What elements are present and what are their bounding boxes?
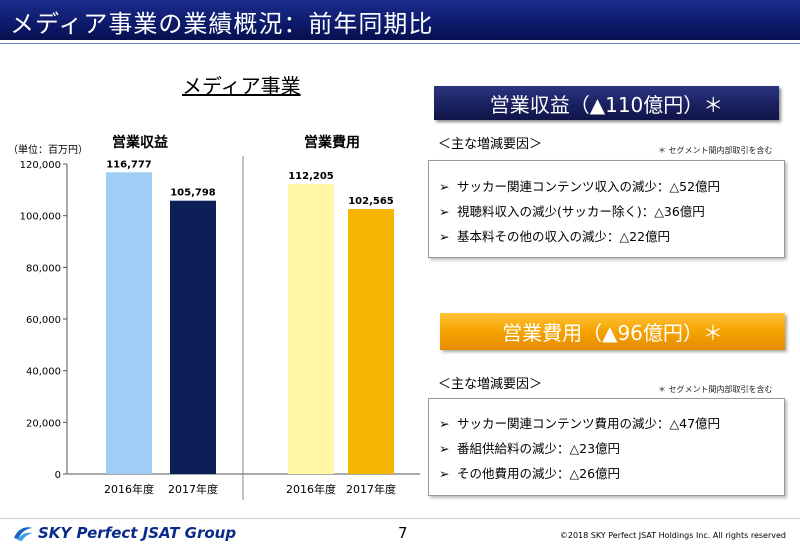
expense-note: ＊ セグメント間内部取引を含む <box>658 385 773 394</box>
expense-factors-box: ➢ サッカー関連コンテンツ費用の減少：△47億円 ➢ 番組供給料の減少：△23億円 … <box>428 398 785 496</box>
y-tick-label: 0 <box>55 470 61 481</box>
arrow-bullet-icon: ➢ <box>439 229 450 244</box>
expense-factor-1: ➢ サッカー関連コンテンツ費用の減少：△47億円 <box>439 416 721 431</box>
x-category-label: 2016年度 <box>286 482 336 496</box>
bar <box>288 184 334 474</box>
y-tick-label: 100,000 <box>20 212 61 223</box>
copyright-text: ©2018 SKY Perfect JSAT Holdings Inc. All… <box>559 531 786 540</box>
expense-factors-heading: ＜主な増減要因＞ <box>438 377 543 392</box>
y-tick-label: 40,000 <box>26 367 61 378</box>
header-divider <box>0 40 800 43</box>
slide-title: メディア事業の業績概況：前年同期比 <box>10 10 434 38</box>
revenue-factor-2: ➢ 視聴料収入の減少(サッカー除く)：△36億円 <box>439 204 705 219</box>
header-divider-line <box>0 43 800 44</box>
x-category-label: 2017年度 <box>346 482 396 496</box>
arrow-bullet-icon: ➢ <box>439 416 450 431</box>
page-number: 7 <box>398 524 408 542</box>
revenue-factors-box: ➢ サッカー関連コンテンツ収入の減少：△52億円 ➢ 視聴料収入の減少(サッカー除く… <box>428 160 785 258</box>
y-tick-label: 120,000 <box>20 160 61 171</box>
arrow-bullet-icon: ➢ <box>439 441 450 456</box>
bar-chart: 0 20,000 40,000 60,000 80,000 100,000 120,000 1… <box>20 156 420 500</box>
y-tick-label: 60,000 <box>26 315 61 326</box>
revenue-note: ＊ セグメント間内部取引を含む <box>658 146 773 155</box>
chart-group-label-revenue: 営業収益 <box>112 135 168 151</box>
arrow-bullet-icon: ➢ <box>439 179 450 194</box>
company-logo: SKY Perfect JSAT Group <box>12 524 236 542</box>
bar-value-label: 112,205 <box>288 171 334 182</box>
x-category-label: 2017年度 <box>168 482 218 496</box>
logo-mark-icon <box>14 527 32 541</box>
bar <box>348 209 394 475</box>
revenue-factor-1: ➢ サッカー関連コンテンツ収入の減少：△52億円 <box>439 179 721 194</box>
bar-value-label: 102,565 <box>348 196 394 207</box>
arrow-bullet-icon: ➢ <box>439 204 450 219</box>
revenue-factors-heading: ＜主な増減要因＞ <box>438 137 543 152</box>
expense-factor-2: ➢ 番組供給料の減少：△23億円 <box>439 441 621 456</box>
y-tick-label: 80,000 <box>26 263 61 274</box>
bar-value-label: 105,798 <box>170 188 216 199</box>
section-title: メディア事業 <box>182 74 301 98</box>
revenue-banner: 営業収益（▲110億円）＊ <box>434 86 779 120</box>
expense-factor-3: ➢ その他費用の減少：△26億円 <box>439 466 621 481</box>
chart-unit-label: （単位：百万円） <box>8 145 88 156</box>
revenue-factor-3: ➢ 基本料その他の収入の減少：△22億円 <box>439 229 671 244</box>
bar <box>170 200 216 474</box>
y-tick-label: 20,000 <box>26 418 61 429</box>
slide-header: メディア事業の業績概況：前年同期比 <box>0 0 800 40</box>
bar <box>106 172 152 474</box>
footer-divider <box>0 518 800 519</box>
expense-banner: 営業費用（▲96億円）＊ <box>440 313 785 350</box>
arrow-bullet-icon: ➢ <box>439 466 450 481</box>
x-category-label: 2016年度 <box>104 482 154 496</box>
bar-value-label: 116,777 <box>106 159 152 170</box>
chart-group-label-expense: 営業費用 <box>304 135 360 151</box>
logo-text: SKY Perfect JSAT Group <box>38 524 237 542</box>
